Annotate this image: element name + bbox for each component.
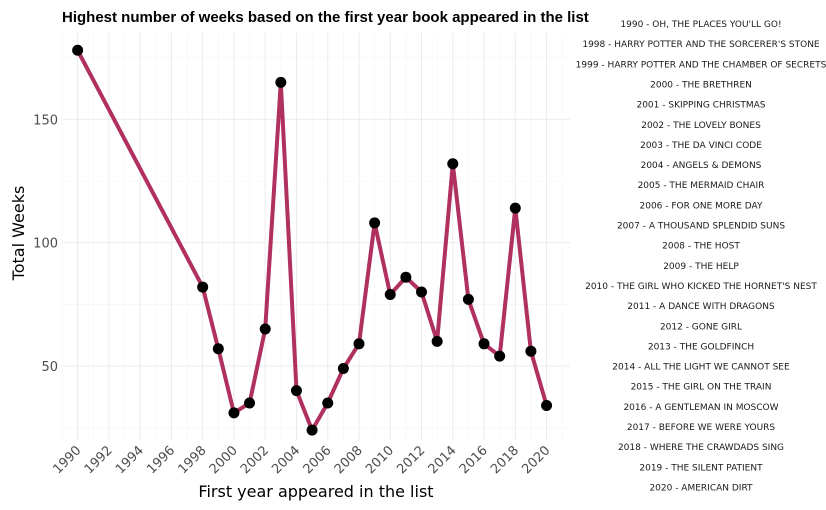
x-axis-title: First year appeared in the list (198, 482, 433, 501)
data-point (197, 281, 209, 293)
data-point (369, 217, 381, 229)
x-tick-label: 2000 (207, 443, 241, 477)
series (72, 44, 553, 436)
legend-entry: 1999 - HARRY POTTER AND THE CHAMBER OF S… (576, 60, 826, 70)
legend-entry: 2017 - BEFORE WE WERE YOURS (627, 423, 776, 433)
x-tick-label: 2014 (426, 443, 460, 477)
x-tick-label: 1998 (175, 443, 209, 477)
x-axis: 1990199219941996199820002002200420062008… (50, 443, 553, 477)
legend-entry: 2000 - THE BRETHREN (650, 80, 752, 90)
legend-entry: 1990 - OH, THE PLACES YOU'LL GO! (620, 20, 781, 30)
legend-entry: 2012 - GONE GIRL (660, 322, 742, 332)
data-point (322, 397, 334, 409)
legend-entry: 2020 - AMERICAN DIRT (649, 483, 753, 493)
legend-entry: 2019 - THE SILENT PATIENT (639, 463, 763, 473)
data-point (525, 345, 537, 357)
x-tick-label: 1996 (144, 443, 178, 477)
data-point (337, 362, 349, 374)
x-tick-label: 1990 (50, 443, 84, 477)
x-tick-label: 2016 (457, 443, 491, 477)
data-point (72, 44, 84, 56)
legend-entry: 2003 - THE DA VINCI CODE (640, 141, 762, 151)
data-point (244, 397, 256, 409)
data-point (541, 399, 553, 411)
data-point (478, 338, 490, 350)
y-tick-label: 100 (33, 237, 58, 252)
legend-entry: 2001 - SKIPPING CHRISTMAS (636, 101, 765, 111)
chart-title: Highest number of weeks based on the fir… (62, 9, 589, 26)
legend-entry: 2004 - ANGELS & DEMONS (641, 161, 762, 171)
data-point (384, 288, 396, 300)
x-tick-label: 2018 (488, 443, 522, 477)
data-point (259, 323, 271, 335)
data-point (353, 338, 365, 350)
legend-entry: 2014 - ALL THE LIGHT WE CANNOT SEE (612, 363, 790, 373)
legend-entry: 2018 - WHERE THE CRAWDADS SING (618, 443, 784, 453)
legend-entry: 2002 - THE LOVELY BONES (641, 121, 761, 131)
y-axis-title: Total Weeks (9, 186, 28, 282)
data-point (275, 76, 287, 88)
x-tick-label: 1994 (113, 443, 147, 477)
x-tick-label: 2020 (519, 443, 553, 477)
legend-entry: 2009 - THE HELP (663, 262, 739, 272)
data-point (431, 335, 443, 347)
legend-entry: 2011 - A DANCE WITH DRAGONS (627, 302, 775, 312)
legend-entry: 2006 - FOR ONE MORE DAY (640, 201, 763, 211)
legend-entry: 2013 - THE GOLDFINCH (648, 342, 754, 352)
data-point (416, 286, 428, 298)
data-point (494, 350, 506, 362)
data-point (400, 271, 412, 283)
data-point (509, 202, 521, 214)
y-axis: 50 100 150 (33, 113, 58, 375)
data-point (212, 343, 224, 355)
book-legend: 1990 - OH, THE PLACES YOU'LL GO! 1998 - H… (576, 20, 826, 493)
y-tick-label: 150 (33, 113, 58, 128)
data-point (290, 385, 302, 397)
x-tick-label: 1992 (82, 443, 116, 477)
data-point (447, 158, 459, 170)
x-tick-label: 2010 (363, 443, 397, 477)
legend-entry: 2015 - THE GIRL ON THE TRAIN (631, 383, 772, 393)
data-point (462, 293, 474, 305)
legend-entry: 2016 - A GENTLEMAN IN MOSCOW (623, 403, 778, 413)
x-tick-label: 2002 (238, 443, 272, 477)
legend-entry: 2010 - THE GIRL WHO KICKED THE HORNET'S … (585, 282, 817, 292)
legend-entry: 2007 - A THOUSAND SPLENDID SUNS (617, 222, 785, 232)
data-point (306, 424, 318, 436)
x-tick-label: 2008 (332, 443, 366, 477)
x-tick-label: 2006 (301, 443, 335, 477)
y-tick-label: 50 (41, 360, 58, 375)
legend-entry: 1998 - HARRY POTTER AND THE SORCERER'S S… (582, 40, 820, 50)
legend-entry: 2008 - THE HOST (662, 242, 740, 252)
grid (61, 33, 570, 440)
data-point (228, 407, 240, 419)
x-tick-label: 2012 (394, 443, 428, 477)
x-tick-label: 2004 (269, 443, 303, 477)
legend-entry: 2005 - THE MERMAID CHAIR (638, 181, 765, 191)
